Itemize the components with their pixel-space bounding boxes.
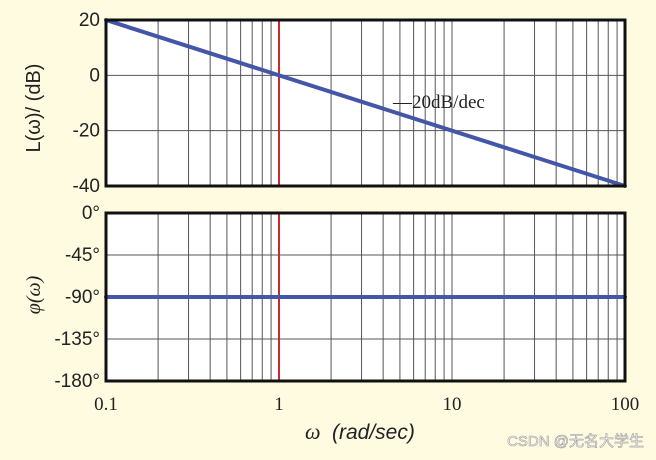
magnitude-annotation: —20dB/dec: [392, 92, 485, 113]
phase-y-tick-label: 0°: [82, 203, 100, 224]
phase-y-tick-label: -180°: [54, 371, 100, 392]
magnitude-series-line: [104, 18, 627, 188]
phase-y-tick-labels: 0° -45° -90° -135° -180°: [54, 203, 100, 392]
phase-y-tick-label: -90°: [65, 287, 100, 308]
magnitude-frame: [104, 18, 627, 188]
watermark: CSDN @无名大学生: [507, 433, 644, 450]
phase-y-tick-label: -135°: [54, 329, 100, 350]
magnitude-y-tick-label: 0: [89, 65, 100, 86]
magnitude-y-axis-label: L(ω)/ (dB): [23, 64, 45, 153]
x-tick-label: 0.1: [94, 394, 118, 415]
x-tick-label: 100: [611, 394, 640, 415]
magnitude-y-tick-label: -40: [73, 176, 100, 197]
phase-frame: [104, 211, 627, 383]
x-axis-symbol: ω: [305, 419, 321, 444]
x-tick-label: 1: [274, 394, 284, 415]
phase-y-axis-label: φ(ω): [23, 275, 45, 314]
magnitude-panel: 20 0 -20 -40 —20dB/dec L(ω)/ (dB): [23, 10, 627, 197]
x-tick-label: 10: [443, 394, 462, 415]
x-axis-unit: (rad/sec): [332, 421, 415, 444]
magnitude-grid: [106, 19, 625, 187]
magnitude-y-tick-labels: 20 0 -20 -40: [73, 10, 100, 197]
magnitude-y-tick-label: 20: [79, 10, 100, 31]
x-tick-labels: 0.1 1 10 100: [94, 394, 639, 415]
phase-panel: 0° -45° -90° -135° -180° φ(ω): [23, 203, 627, 392]
phase-y-tick-label: -45°: [65, 245, 100, 266]
magnitude-series: [104, 18, 627, 188]
magnitude-y-tick-label: -20: [73, 121, 100, 142]
